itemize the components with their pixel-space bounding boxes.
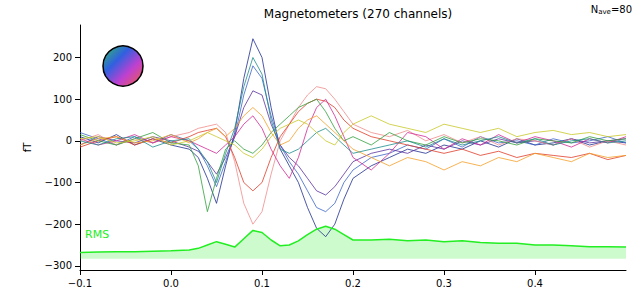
svg-text:ave: ave xyxy=(598,8,611,16)
svg-text:0: 0 xyxy=(66,135,72,146)
svg-text:0.0: 0.0 xyxy=(163,278,179,289)
svg-text:−0.1: −0.1 xyxy=(68,278,92,289)
svg-text:0.4: 0.4 xyxy=(527,278,543,289)
svg-text:−300: −300 xyxy=(45,260,72,271)
svg-text:−100: −100 xyxy=(45,177,72,188)
svg-text:=80: =80 xyxy=(611,4,632,15)
svg-text:0.1: 0.1 xyxy=(254,278,270,289)
svg-text:200: 200 xyxy=(53,52,72,63)
svg-text:RMS: RMS xyxy=(85,228,109,241)
svg-text:N: N xyxy=(591,4,598,15)
svg-text:Magnetometers (270 channels): Magnetometers (270 channels) xyxy=(264,7,452,21)
svg-text:fT: fT xyxy=(22,142,33,153)
svg-text:100: 100 xyxy=(53,94,72,105)
svg-text:0.2: 0.2 xyxy=(345,278,361,289)
svg-text:0.3: 0.3 xyxy=(436,278,452,289)
svg-text:−200: −200 xyxy=(45,219,72,230)
